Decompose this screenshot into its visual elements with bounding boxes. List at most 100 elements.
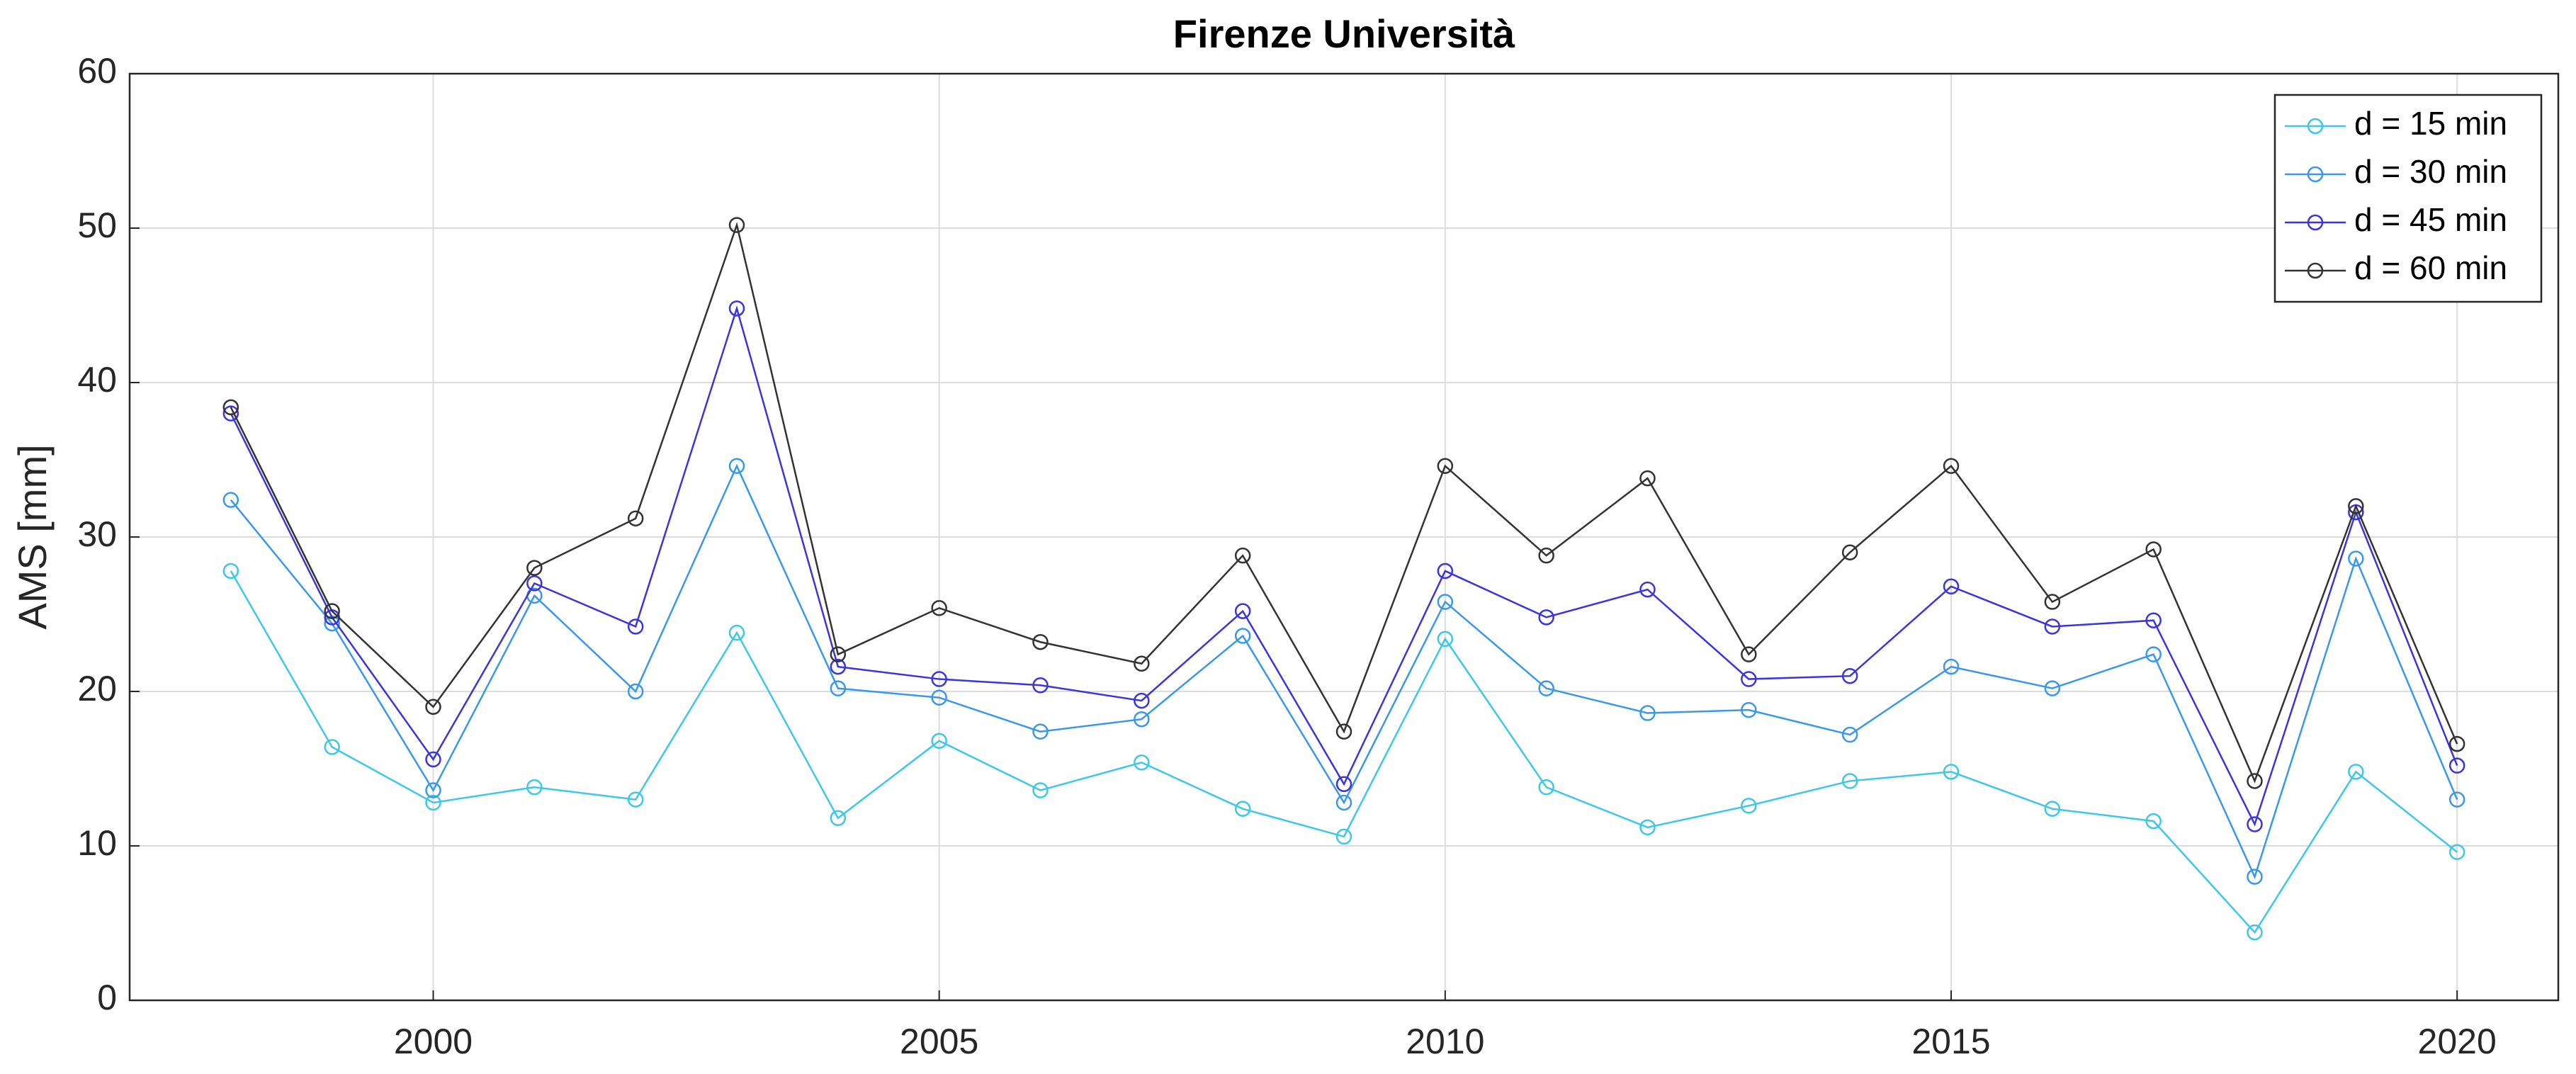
series-line — [230, 570, 2458, 934]
data-point — [1234, 801, 1251, 817]
data-point — [1335, 723, 1352, 740]
data-point — [1437, 458, 1454, 474]
data-point — [1841, 667, 1858, 684]
data-point — [1943, 658, 1960, 675]
data-point — [931, 733, 947, 750]
data-point — [526, 575, 543, 592]
data-point — [1639, 819, 1656, 836]
data-point — [425, 751, 441, 768]
data-point — [1134, 655, 1150, 672]
y-tick-label: 40 — [77, 360, 117, 400]
legend-label: d = 45 min — [2354, 201, 2507, 238]
data-point — [425, 794, 441, 811]
data-point — [2145, 813, 2162, 830]
data-point — [526, 560, 543, 576]
data-point — [1741, 671, 1757, 687]
x-tick-label: 2010 — [1406, 1022, 1484, 1061]
data-point — [222, 492, 239, 508]
data-point — [2145, 612, 2162, 628]
y-tick-label: 30 — [77, 514, 117, 554]
data-point — [2247, 869, 2263, 885]
data-point — [1841, 773, 1858, 789]
data-point — [627, 683, 644, 700]
data-point — [425, 782, 441, 798]
data-point — [2348, 764, 2364, 780]
y-tick-label: 20 — [77, 669, 117, 708]
y-tick-label: 50 — [77, 205, 117, 245]
data-point — [1032, 677, 1049, 694]
data-point — [1134, 692, 1150, 709]
data-point — [324, 739, 340, 755]
data-point — [1032, 723, 1049, 740]
legend-label: d = 15 min — [2354, 105, 2507, 142]
data-point — [2348, 498, 2364, 514]
data-point — [728, 624, 745, 641]
x-tick-label: 2015 — [1911, 1022, 1990, 1061]
data-point — [931, 671, 947, 687]
data-point — [1639, 705, 1656, 721]
legend-label: d = 30 min — [2354, 153, 2507, 190]
data-point — [1943, 578, 1960, 595]
legend-label: d = 60 min — [2354, 249, 2507, 286]
data-point — [1032, 633, 1049, 650]
legend-marker — [2307, 166, 2324, 183]
data-point — [1134, 754, 1150, 771]
data-point — [1538, 547, 1554, 564]
data-point — [2044, 594, 2061, 610]
data-point — [1335, 776, 1352, 793]
y-tick-label: 10 — [77, 823, 117, 863]
data-point — [1032, 782, 1049, 798]
data-point — [222, 399, 239, 416]
data-point — [2145, 646, 2162, 662]
legend-marker — [2307, 118, 2324, 135]
y-tick-label: 0 — [97, 978, 117, 1017]
series-line — [230, 305, 2458, 827]
data-point — [1134, 711, 1150, 728]
data-point — [1234, 628, 1251, 644]
data-point — [1335, 794, 1352, 811]
data-point — [627, 791, 644, 808]
data-point — [1841, 726, 1858, 743]
data-point — [1437, 631, 1454, 648]
data-point — [1741, 798, 1757, 814]
data-point — [2247, 924, 2263, 941]
data-point — [2448, 757, 2465, 774]
x-tick-label: 2005 — [900, 1022, 978, 1061]
data-point — [1841, 544, 1858, 561]
series-line — [230, 222, 2458, 784]
data-point — [2448, 791, 2465, 808]
data-point — [830, 680, 847, 696]
data-point — [324, 603, 340, 619]
data-point — [1538, 680, 1554, 696]
data-point — [830, 658, 847, 675]
data-point — [1943, 764, 1960, 780]
data-point — [1741, 646, 1757, 662]
x-tick-label: 2020 — [2418, 1022, 2497, 1061]
data-point — [728, 217, 745, 233]
chart-title: Firenze Università — [1173, 11, 1515, 56]
data-point — [1943, 458, 1960, 474]
data-point — [2448, 844, 2465, 860]
data-point — [2145, 541, 2162, 558]
data-point — [830, 646, 847, 662]
data-point — [2044, 618, 2061, 635]
data-point — [728, 458, 745, 474]
data-point — [931, 689, 947, 706]
data-point — [2044, 680, 2061, 696]
legend-marker — [2307, 262, 2324, 279]
y-axis-label: AMS [mm] — [10, 444, 55, 629]
data-point — [2247, 773, 2263, 789]
data-point — [2044, 801, 2061, 817]
data-point — [526, 779, 543, 796]
data-point — [728, 300, 745, 317]
data-point — [1538, 779, 1554, 796]
data-point — [1335, 828, 1352, 845]
data-point — [2348, 550, 2364, 567]
data-point — [1234, 547, 1251, 564]
data-point — [830, 810, 847, 827]
data-point — [1437, 563, 1454, 580]
data-point — [1639, 470, 1656, 487]
data-point — [2247, 816, 2263, 832]
data-point — [627, 510, 644, 527]
